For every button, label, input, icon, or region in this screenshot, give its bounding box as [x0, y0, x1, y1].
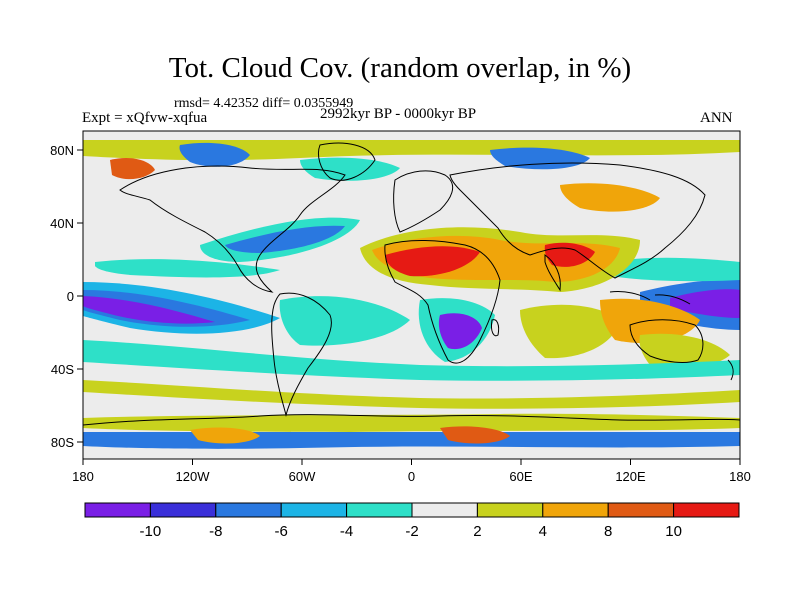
lat-tick-label: 80S	[51, 435, 74, 450]
anomaly-region	[440, 426, 510, 444]
coastline-india	[544, 254, 561, 292]
anomaly-region	[300, 157, 400, 181]
colorbar-label: -4	[340, 523, 353, 540]
colorbar-label: 8	[604, 523, 612, 540]
colorbar-boxes	[84, 502, 740, 518]
period-label: 2992kyr BP - 0000kyr BP	[320, 106, 477, 122]
lon-tick-label: 120W	[176, 469, 211, 484]
anomaly-region	[544, 242, 595, 267]
colorbar-label: -8	[209, 523, 222, 540]
anomaly-region	[110, 158, 155, 180]
anomaly-region	[438, 313, 482, 350]
colorbar-box	[673, 502, 740, 518]
anomaly-region	[83, 290, 250, 327]
coastline-antarctica	[83, 414, 740, 426]
colorbar-label: 10	[665, 523, 682, 540]
coastline-new-zealand	[727, 359, 734, 381]
colorbar-labels: -10 -8 -6 -4 -2 2 4 8 10	[140, 523, 682, 540]
lat-tick-label: 0	[67, 289, 74, 304]
colorbar-label: -2	[405, 523, 418, 540]
anomaly-region	[225, 225, 345, 253]
lon-tick-label: 180	[729, 469, 751, 484]
coastline-africa	[384, 240, 501, 364]
lon-tick-label: 0	[408, 469, 415, 484]
colorbar: -10 -8 -6 -4 -2 2 4 8 10	[84, 502, 740, 540]
lon-axis-labels: 180 120W 60W 0 60E 120E 180	[72, 469, 751, 484]
coastline-australia	[629, 319, 704, 364]
anomaly-region	[560, 183, 660, 212]
map-panel: 180 120W 60W 0 60E 120E 180 80N 40N 0 40…	[50, 130, 751, 484]
anomaly-region	[83, 296, 215, 324]
season-label: ANN	[700, 110, 733, 126]
anomaly-region	[83, 380, 740, 409]
anomaly-region	[83, 432, 740, 449]
colorbar-label: 2	[473, 523, 481, 540]
colorbar-box	[542, 502, 609, 518]
colorbar-label: -6	[275, 523, 288, 540]
coastlines	[83, 142, 740, 426]
colorbar-box	[149, 502, 217, 518]
anomaly-region	[490, 147, 590, 170]
anomaly-region	[670, 289, 740, 318]
plot-title: Tot. Cloud Cov. (random overlap, in %)	[168, 52, 632, 84]
lat-axis-labels: 80N 40N 0 40S 80S	[50, 143, 74, 450]
anomaly-region	[520, 304, 620, 359]
experiment-label: Expt = xQfvw-xqfua	[82, 110, 208, 126]
colorbar-label: -10	[140, 523, 162, 540]
colorbar-box	[607, 502, 675, 518]
colorbar-box	[215, 502, 282, 518]
coastline-greenland	[317, 142, 376, 181]
colorbar-box	[476, 502, 544, 518]
anomaly-region	[385, 246, 480, 277]
lon-tick-label: 60W	[289, 469, 316, 484]
anomaly-region	[190, 427, 260, 444]
colorbar-box	[84, 502, 151, 518]
anomaly-region	[179, 142, 250, 167]
anomaly-field	[83, 140, 740, 449]
coastline-europe	[393, 170, 454, 233]
anomaly-region	[279, 296, 410, 346]
map-tick-marks	[77, 149, 741, 465]
anomaly-region	[95, 259, 280, 278]
lat-tick-label: 40N	[50, 216, 74, 231]
colorbar-box	[346, 502, 413, 518]
colorbar-label: 4	[539, 523, 547, 540]
lon-tick-label: 120E	[615, 469, 646, 484]
lat-tick-label: 80N	[50, 143, 74, 158]
lon-tick-label: 180	[72, 469, 94, 484]
colorbar-box	[411, 502, 478, 518]
stats-text: rmsd= 4.42352 diff= 0.0355949	[174, 96, 354, 111]
lat-tick-label: 40S	[51, 362, 74, 377]
coastline-indonesia	[609, 291, 691, 305]
anomaly-region	[83, 340, 740, 381]
coastline-madagascar	[491, 319, 500, 337]
lon-tick-label: 60E	[509, 469, 532, 484]
coastline-asia	[449, 162, 706, 279]
colorbar-box	[280, 502, 348, 518]
coastline-north-america	[119, 165, 346, 293]
